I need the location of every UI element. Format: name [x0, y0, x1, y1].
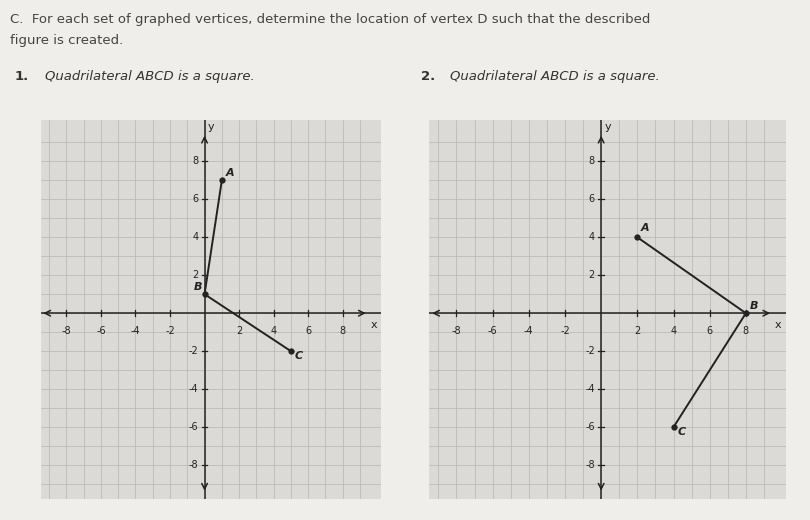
Text: 4: 4 [271, 327, 277, 336]
Text: y: y [207, 122, 214, 132]
Text: -2: -2 [560, 327, 570, 336]
Text: C.  For each set of graphed vertices, determine the location of vertex D such th: C. For each set of graphed vertices, det… [10, 13, 650, 26]
Text: 6: 6 [589, 194, 595, 204]
Text: 4: 4 [589, 232, 595, 242]
Text: 4: 4 [671, 327, 676, 336]
Text: -4: -4 [189, 384, 198, 394]
Text: x: x [370, 320, 377, 330]
Text: B: B [194, 282, 202, 292]
Text: 8: 8 [743, 327, 749, 336]
Text: -8: -8 [189, 460, 198, 470]
Text: 2: 2 [192, 270, 198, 280]
Text: -2: -2 [585, 346, 595, 356]
Text: A: A [226, 168, 235, 178]
Text: B: B [749, 301, 758, 311]
Text: 2: 2 [236, 327, 242, 336]
Text: 8: 8 [589, 157, 595, 166]
Text: -8: -8 [585, 460, 595, 470]
Text: Quadrilateral ABCD is a square.: Quadrilateral ABCD is a square. [45, 70, 254, 83]
Text: C: C [677, 426, 685, 437]
Text: figure is created.: figure is created. [10, 34, 123, 47]
Text: 2: 2 [589, 270, 595, 280]
Text: -2: -2 [189, 346, 198, 356]
Text: 6: 6 [305, 327, 311, 336]
Text: -6: -6 [189, 422, 198, 432]
Text: -6: -6 [96, 327, 106, 336]
Text: 2.: 2. [421, 70, 436, 83]
Text: y: y [604, 122, 611, 132]
Text: -6: -6 [585, 422, 595, 432]
Text: 8: 8 [193, 157, 198, 166]
Text: 1.: 1. [15, 70, 29, 83]
Text: 6: 6 [193, 194, 198, 204]
Text: 4: 4 [193, 232, 198, 242]
Text: Quadrilateral ABCD is a square.: Quadrilateral ABCD is a square. [450, 70, 659, 83]
Text: -4: -4 [524, 327, 534, 336]
Text: -6: -6 [488, 327, 497, 336]
Text: -4: -4 [585, 384, 595, 394]
Text: -2: -2 [165, 327, 175, 336]
Text: x: x [775, 320, 782, 330]
Text: -4: -4 [130, 327, 140, 336]
Text: 6: 6 [706, 327, 713, 336]
Text: 2: 2 [634, 327, 641, 336]
Text: -8: -8 [62, 327, 71, 336]
Text: C: C [294, 350, 302, 361]
Text: 8: 8 [339, 327, 346, 336]
Text: -8: -8 [452, 327, 461, 336]
Text: A: A [641, 224, 650, 233]
